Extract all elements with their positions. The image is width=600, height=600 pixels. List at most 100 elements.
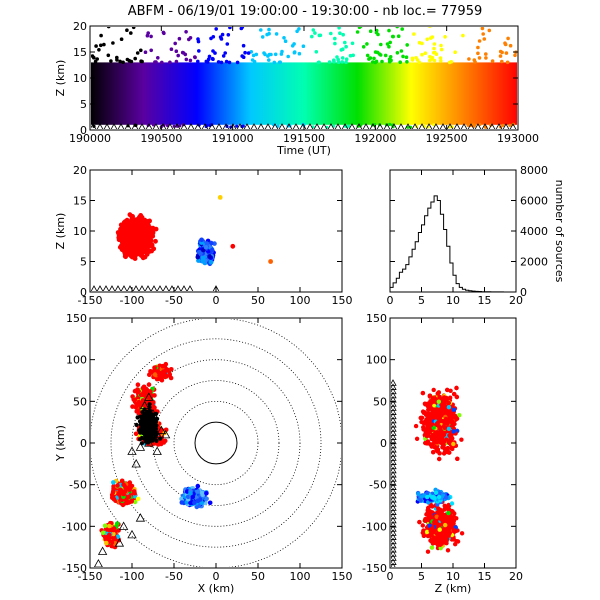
- source-point: [178, 124, 182, 128]
- source-point: [176, 53, 180, 58]
- station-marker: [348, 123, 356, 129]
- source-point: [221, 54, 226, 58]
- source-point: [246, 51, 251, 55]
- source-point: [387, 44, 391, 49]
- source-point: [91, 54, 95, 58]
- y-tick-label: 6000: [520, 195, 548, 208]
- source-point: [484, 56, 488, 60]
- station-marker: [145, 123, 153, 129]
- x-tick-label: 20: [509, 294, 523, 307]
- source-point: [235, 60, 240, 65]
- source-point: [135, 51, 140, 55]
- source-point: [243, 50, 247, 55]
- source-point: [432, 58, 437, 63]
- station-marker: [93, 559, 103, 567]
- source-point: [267, 58, 271, 62]
- y-tick-label: 150: [66, 312, 87, 325]
- source-point: [365, 53, 370, 58]
- source-point: [273, 52, 278, 57]
- source-point: [154, 438, 159, 443]
- source-point: [439, 47, 444, 52]
- station-marker: [481, 123, 489, 129]
- source-point: [395, 51, 400, 55]
- source-point: [144, 413, 149, 418]
- y-tick-label: 20: [73, 164, 87, 177]
- y-axis-label: number of sources: [553, 180, 566, 283]
- source-point: [119, 478, 125, 484]
- source-point: [195, 498, 201, 504]
- source-point: [135, 236, 141, 242]
- source-point: [142, 238, 148, 244]
- station-marker: [131, 459, 141, 468]
- x-tick-label: 0: [213, 570, 220, 583]
- source-point: [134, 422, 139, 427]
- station-marker: [509, 123, 517, 129]
- source-point: [145, 33, 150, 38]
- station-marker: [212, 285, 220, 291]
- y-tick-label: -50: [69, 479, 87, 492]
- source-point: [274, 32, 279, 36]
- source-point: [361, 45, 366, 49]
- source-point: [195, 489, 201, 494]
- source-point: [225, 42, 230, 46]
- source-point: [139, 243, 145, 249]
- station-marker: [138, 285, 146, 291]
- x-tick-label: 0: [387, 294, 394, 307]
- source-point: [283, 39, 288, 43]
- station-marker: [502, 123, 510, 129]
- source-point: [301, 44, 306, 48]
- source-point: [139, 48, 143, 53]
- station-marker: [187, 123, 195, 129]
- source-point: [169, 367, 174, 372]
- source-point: [504, 51, 509, 55]
- station-marker: [397, 123, 405, 129]
- source-point: [227, 60, 232, 65]
- source-point: [344, 60, 348, 65]
- station-marker: [91, 285, 98, 291]
- source-point: [165, 367, 170, 373]
- source-point: [207, 54, 212, 59]
- source-point: [241, 43, 246, 48]
- source-point: [184, 30, 188, 34]
- source-point: [132, 397, 138, 403]
- plot-frame: [89, 317, 343, 569]
- station-marker: [467, 123, 475, 129]
- histogram-bin: [428, 208, 431, 292]
- source-point: [482, 37, 487, 41]
- y-tick-label: 8000: [520, 164, 548, 177]
- station-marker: [173, 123, 181, 129]
- source-point: [95, 57, 99, 61]
- station-marker: [110, 123, 118, 129]
- source-point: [197, 49, 201, 53]
- station-marker: [156, 285, 164, 291]
- source-point: [152, 393, 157, 398]
- source-point: [142, 386, 148, 391]
- source-point: [368, 29, 373, 33]
- source-point: [438, 56, 443, 60]
- source-point: [135, 382, 141, 388]
- source-point: [400, 27, 405, 31]
- station-marker: [390, 123, 398, 129]
- source-point: [332, 59, 336, 64]
- source-point: [252, 59, 257, 64]
- source-point: [127, 487, 132, 493]
- source-point: [207, 500, 213, 506]
- source-point: [340, 60, 345, 64]
- source-point: [143, 50, 148, 54]
- source-point: [134, 249, 140, 255]
- source-point: [139, 435, 144, 441]
- source-point: [152, 365, 157, 371]
- source-point: [149, 48, 153, 53]
- source-point: [142, 407, 147, 412]
- station-marker: [180, 123, 188, 129]
- station-marker: [127, 529, 137, 539]
- source-point: [139, 59, 143, 63]
- source-point: [387, 28, 391, 33]
- station-marker: [327, 123, 335, 129]
- source-point: [318, 33, 323, 38]
- source-point: [137, 402, 142, 408]
- source-point: [422, 401, 428, 406]
- source-point: [262, 51, 266, 55]
